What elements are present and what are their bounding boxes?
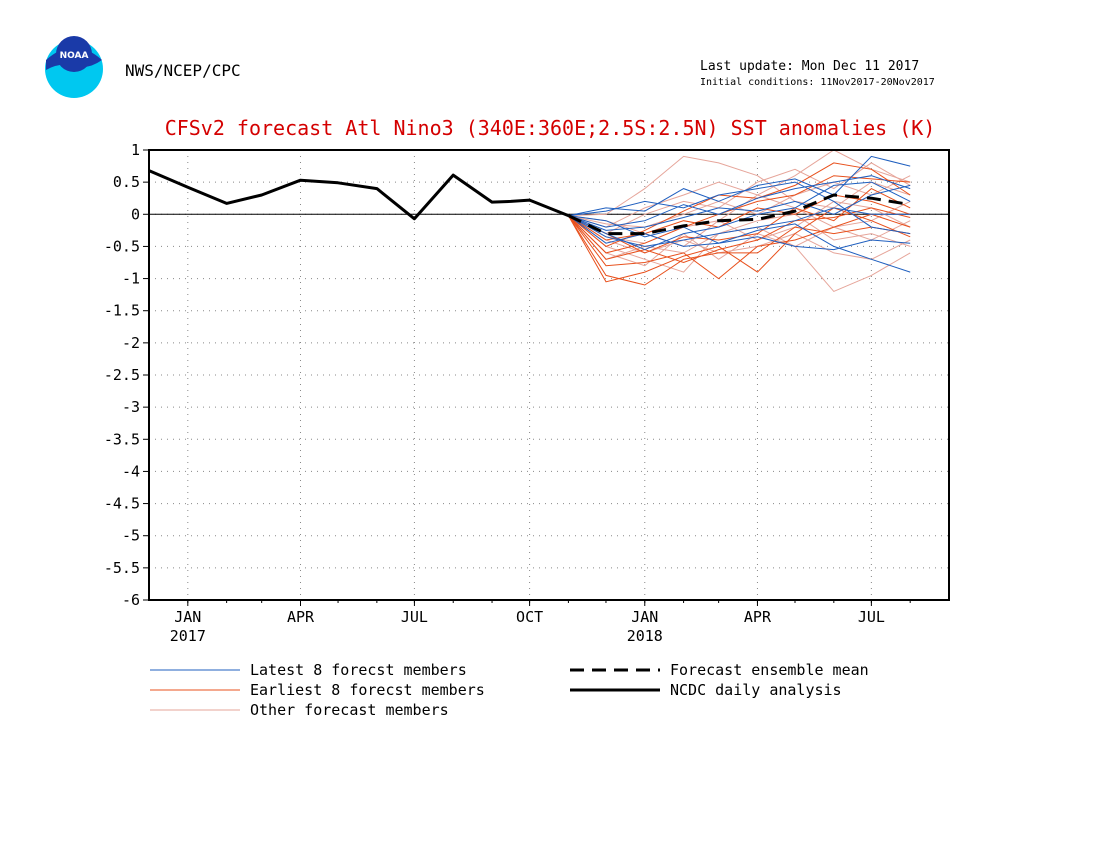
- x-tick-label: APR: [287, 608, 315, 626]
- earliest-member-line: [568, 213, 911, 280]
- x-tick-year-label: 2018: [627, 627, 663, 645]
- other-member-line: [568, 215, 911, 267]
- y-tick-label: -6: [122, 591, 140, 609]
- legend-label: Earliest 8 forecst members: [250, 681, 485, 699]
- y-tick-label: 0: [131, 205, 140, 223]
- y-tick-label: -5.5: [104, 559, 140, 577]
- earliest-member-line: [568, 194, 911, 241]
- main-series-layer: [148, 169, 911, 236]
- legend-label: Latest 8 forecst members: [250, 661, 467, 679]
- y-tick-label: -4.5: [104, 495, 140, 513]
- legend-label: NCDC daily analysis: [670, 681, 842, 699]
- x-tick-label: JAN: [631, 608, 658, 626]
- other-member-line: [568, 215, 911, 260]
- latest-member-line: [568, 181, 911, 235]
- latest-member-line: [568, 215, 911, 251]
- chart-title: CFSv2 forecast Atl Nino3 (340E:360E;2.5S…: [165, 116, 936, 140]
- x-tick-label: JUL: [401, 608, 428, 626]
- x-tick-label: JAN: [174, 608, 201, 626]
- y-tick-label: -5: [122, 527, 140, 545]
- ensemble-mean-line: [567, 193, 911, 236]
- y-tick-label: -1: [122, 270, 140, 288]
- x-tick-label: APR: [744, 608, 772, 626]
- legend-label: Forecast ensemble mean: [670, 661, 869, 679]
- y-tick-label: -2: [122, 334, 140, 352]
- y-tick-label: -0.5: [104, 237, 140, 255]
- latest-member-line: [568, 215, 911, 273]
- earliest-member-line: [568, 207, 911, 264]
- last-update-label: Last update: Mon Dec 11 2017: [700, 59, 919, 74]
- other-member-line: [568, 213, 911, 260]
- other-member-line: [568, 149, 911, 228]
- latest-member-line: [568, 155, 911, 217]
- earliest-member-line: [568, 175, 911, 254]
- earliest-member-line: [567, 215, 911, 286]
- ncdc-analysis-line: [148, 169, 569, 221]
- y-tick-label: -3: [122, 398, 140, 416]
- y-tick-label: -4: [122, 462, 140, 480]
- x-tick-label: OCT: [516, 608, 543, 626]
- noaa-logo: NOAA: [45, 36, 103, 98]
- x-tick-label: JUL: [858, 608, 885, 626]
- x-tick-year-label: 2017: [170, 627, 206, 645]
- y-tick-label: -2.5: [104, 366, 140, 384]
- y-tick-label: 0.5: [113, 173, 140, 191]
- plot-frame: [148, 149, 950, 601]
- legend: Latest 8 forecst members Earliest 8 forec…: [150, 661, 869, 719]
- initial-conditions-label: Initial conditions: 11Nov2017-20Nov2017: [700, 77, 935, 88]
- legend-label: Other forecast members: [250, 701, 449, 719]
- other-member-line: [568, 155, 911, 217]
- member-series-layer: [567, 149, 911, 293]
- latest-member-line: [568, 175, 911, 228]
- agency-label: NWS/NCEP/CPC: [125, 61, 241, 80]
- y-tick-label: -1.5: [104, 302, 140, 320]
- axis-layer: 1 0.5 0 -0.5 -1 -1.5 -2 -2.5 -3 -3.5 -4 -4.5 -5 -5.5 -…: [104, 141, 911, 645]
- logo-inner-circle: [56, 36, 92, 72]
- latest-member-line: [568, 181, 911, 251]
- y-tick-label: 1: [131, 141, 140, 159]
- y-tick-label: -3.5: [104, 430, 140, 448]
- logo-text: NOAA: [60, 51, 89, 61]
